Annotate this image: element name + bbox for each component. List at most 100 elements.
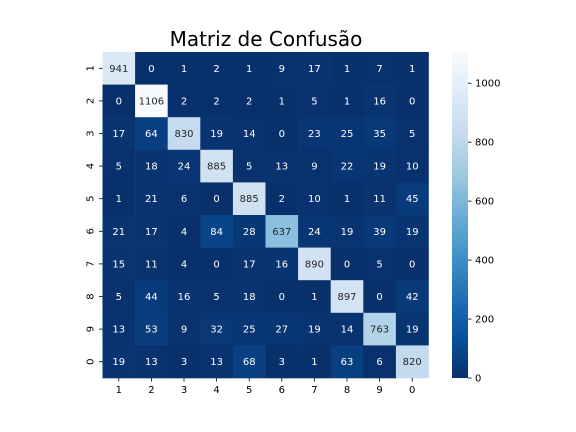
- heatmap-cell: [102, 280, 136, 314]
- cell-value-label: 25: [341, 129, 354, 140]
- heatmap-cell: [265, 117, 299, 151]
- x-tick-label: 3: [181, 385, 187, 396]
- cell-value-label: 820: [403, 357, 422, 368]
- heatmap-cell: [232, 247, 266, 281]
- heatmap-cell: [265, 182, 299, 216]
- cell-value-label: 941: [109, 64, 128, 75]
- cell-value-label: 39: [373, 227, 386, 238]
- cell-value-label: 3: [279, 357, 285, 368]
- cell-value-label: 19: [308, 325, 321, 336]
- cell-value-label: 1: [344, 96, 350, 107]
- cell-value-label: 24: [178, 162, 191, 173]
- colorbar-tick-label: 200: [475, 315, 494, 326]
- heatmap-cell: [298, 345, 331, 379]
- heatmap-cell: [102, 182, 136, 216]
- cell-value-label: 637: [272, 227, 291, 238]
- cell-value-label: 35: [373, 129, 386, 140]
- cell-value-label: 17: [243, 259, 256, 270]
- heatmap-cell: [395, 345, 429, 379]
- cell-value-label: 1: [311, 292, 317, 303]
- heatmap-cell: [200, 345, 234, 379]
- y-tick-label: 5: [86, 196, 97, 202]
- heatmap-cell: [167, 149, 201, 183]
- heatmap-cell: [102, 117, 136, 151]
- cell-value-label: 1: [246, 64, 252, 75]
- cell-value-label: 5: [246, 162, 252, 173]
- cell-value-label: 19: [112, 357, 125, 368]
- heatmap-cell: [395, 247, 429, 281]
- heatmap-cell: [232, 149, 266, 183]
- heatmap-cell: [363, 280, 397, 314]
- cell-value-label: 0: [213, 259, 219, 270]
- heatmap-cell: [232, 345, 266, 379]
- heatmap-cell: [265, 345, 299, 379]
- cell-value-label: 5: [409, 129, 415, 140]
- cell-value-label: 18: [243, 292, 256, 303]
- heatmap-cell: [102, 84, 136, 118]
- heatmap-cell: [330, 312, 364, 346]
- cell-value-label: 0: [148, 64, 154, 75]
- heatmap-cell: [167, 84, 201, 118]
- heatmap-cell: [395, 280, 429, 314]
- heatmap-cell: [232, 117, 266, 151]
- heatmap-cell: [200, 52, 234, 85]
- heatmap-cell: [167, 345, 201, 379]
- cell-value-label: 84: [210, 227, 223, 238]
- heatmap-cell: [135, 182, 168, 216]
- cell-value-label: 19: [406, 227, 419, 238]
- cell-value-label: 4: [181, 259, 187, 270]
- heatmap-cell: [232, 52, 266, 85]
- heatmap-cell: [135, 117, 168, 151]
- cell-value-label: 0: [116, 96, 122, 107]
- heatmap-cell: [265, 149, 299, 183]
- heatmap-cell: [363, 182, 397, 216]
- y-tick-label: 0: [86, 359, 97, 365]
- x-tick-label: 5: [246, 385, 252, 396]
- cell-value-label: 1: [409, 64, 415, 75]
- heatmap-cell: [102, 215, 136, 248]
- cell-value-label: 10: [406, 162, 419, 173]
- heatmap-grid: 941 0 1 2 1 9 17 1 7 10 1106 2 2 2 1 5 1 16 017 64 830 19 14 0 2…: [102, 52, 429, 379]
- cell-value-label: 25: [243, 325, 256, 336]
- heatmap-cell: [330, 52, 364, 85]
- cell-value-label: 21: [112, 227, 125, 238]
- cell-value-label: 23: [308, 129, 321, 140]
- cell-value-label: 1: [116, 194, 122, 205]
- heatmap-cell: [363, 52, 397, 85]
- heatmap-cell: [200, 84, 234, 118]
- cell-value-label: 11: [145, 259, 158, 270]
- x-tick-label: 2: [148, 385, 154, 396]
- cell-value-label: 0: [376, 292, 382, 303]
- cell-value-label: 17: [308, 64, 321, 75]
- x-tick-label: 8: [344, 385, 350, 396]
- heatmap-cell: [395, 149, 429, 183]
- cell-value-label: 763: [370, 325, 389, 336]
- heatmap-cell: [363, 215, 397, 248]
- cell-value-label: 5: [311, 96, 317, 107]
- chart-title: Matriz de Confusão: [170, 27, 363, 51]
- colorbar-tick-label: 400: [475, 256, 494, 267]
- cell-value-label: 2: [246, 96, 252, 107]
- heatmap-cell: [298, 84, 331, 118]
- cell-value-label: 1: [344, 64, 350, 75]
- heatmap-cell: [102, 149, 136, 183]
- cell-value-label: 14: [243, 129, 256, 140]
- x-tick-label: 6: [279, 385, 285, 396]
- heatmap-cell: [265, 247, 299, 281]
- heatmap-cell: [135, 149, 168, 183]
- heatmap-cell: [135, 247, 168, 281]
- colorbar-gradient: [452, 52, 468, 378]
- heatmap-cell: [265, 280, 299, 314]
- colorbar-tick-label: 0: [475, 374, 481, 385]
- cell-value-label: 27: [275, 325, 288, 336]
- heatmap-cell: [167, 280, 201, 314]
- cell-value-label: 53: [145, 325, 158, 336]
- cell-value-label: 9: [279, 64, 285, 75]
- cell-value-label: 16: [373, 96, 386, 107]
- heatmap-cell: [363, 117, 397, 151]
- cell-value-label: 13: [112, 325, 125, 336]
- heatmap-cell: [298, 52, 331, 85]
- heatmap-cell: [167, 182, 201, 216]
- cell-value-label: 14: [341, 325, 354, 336]
